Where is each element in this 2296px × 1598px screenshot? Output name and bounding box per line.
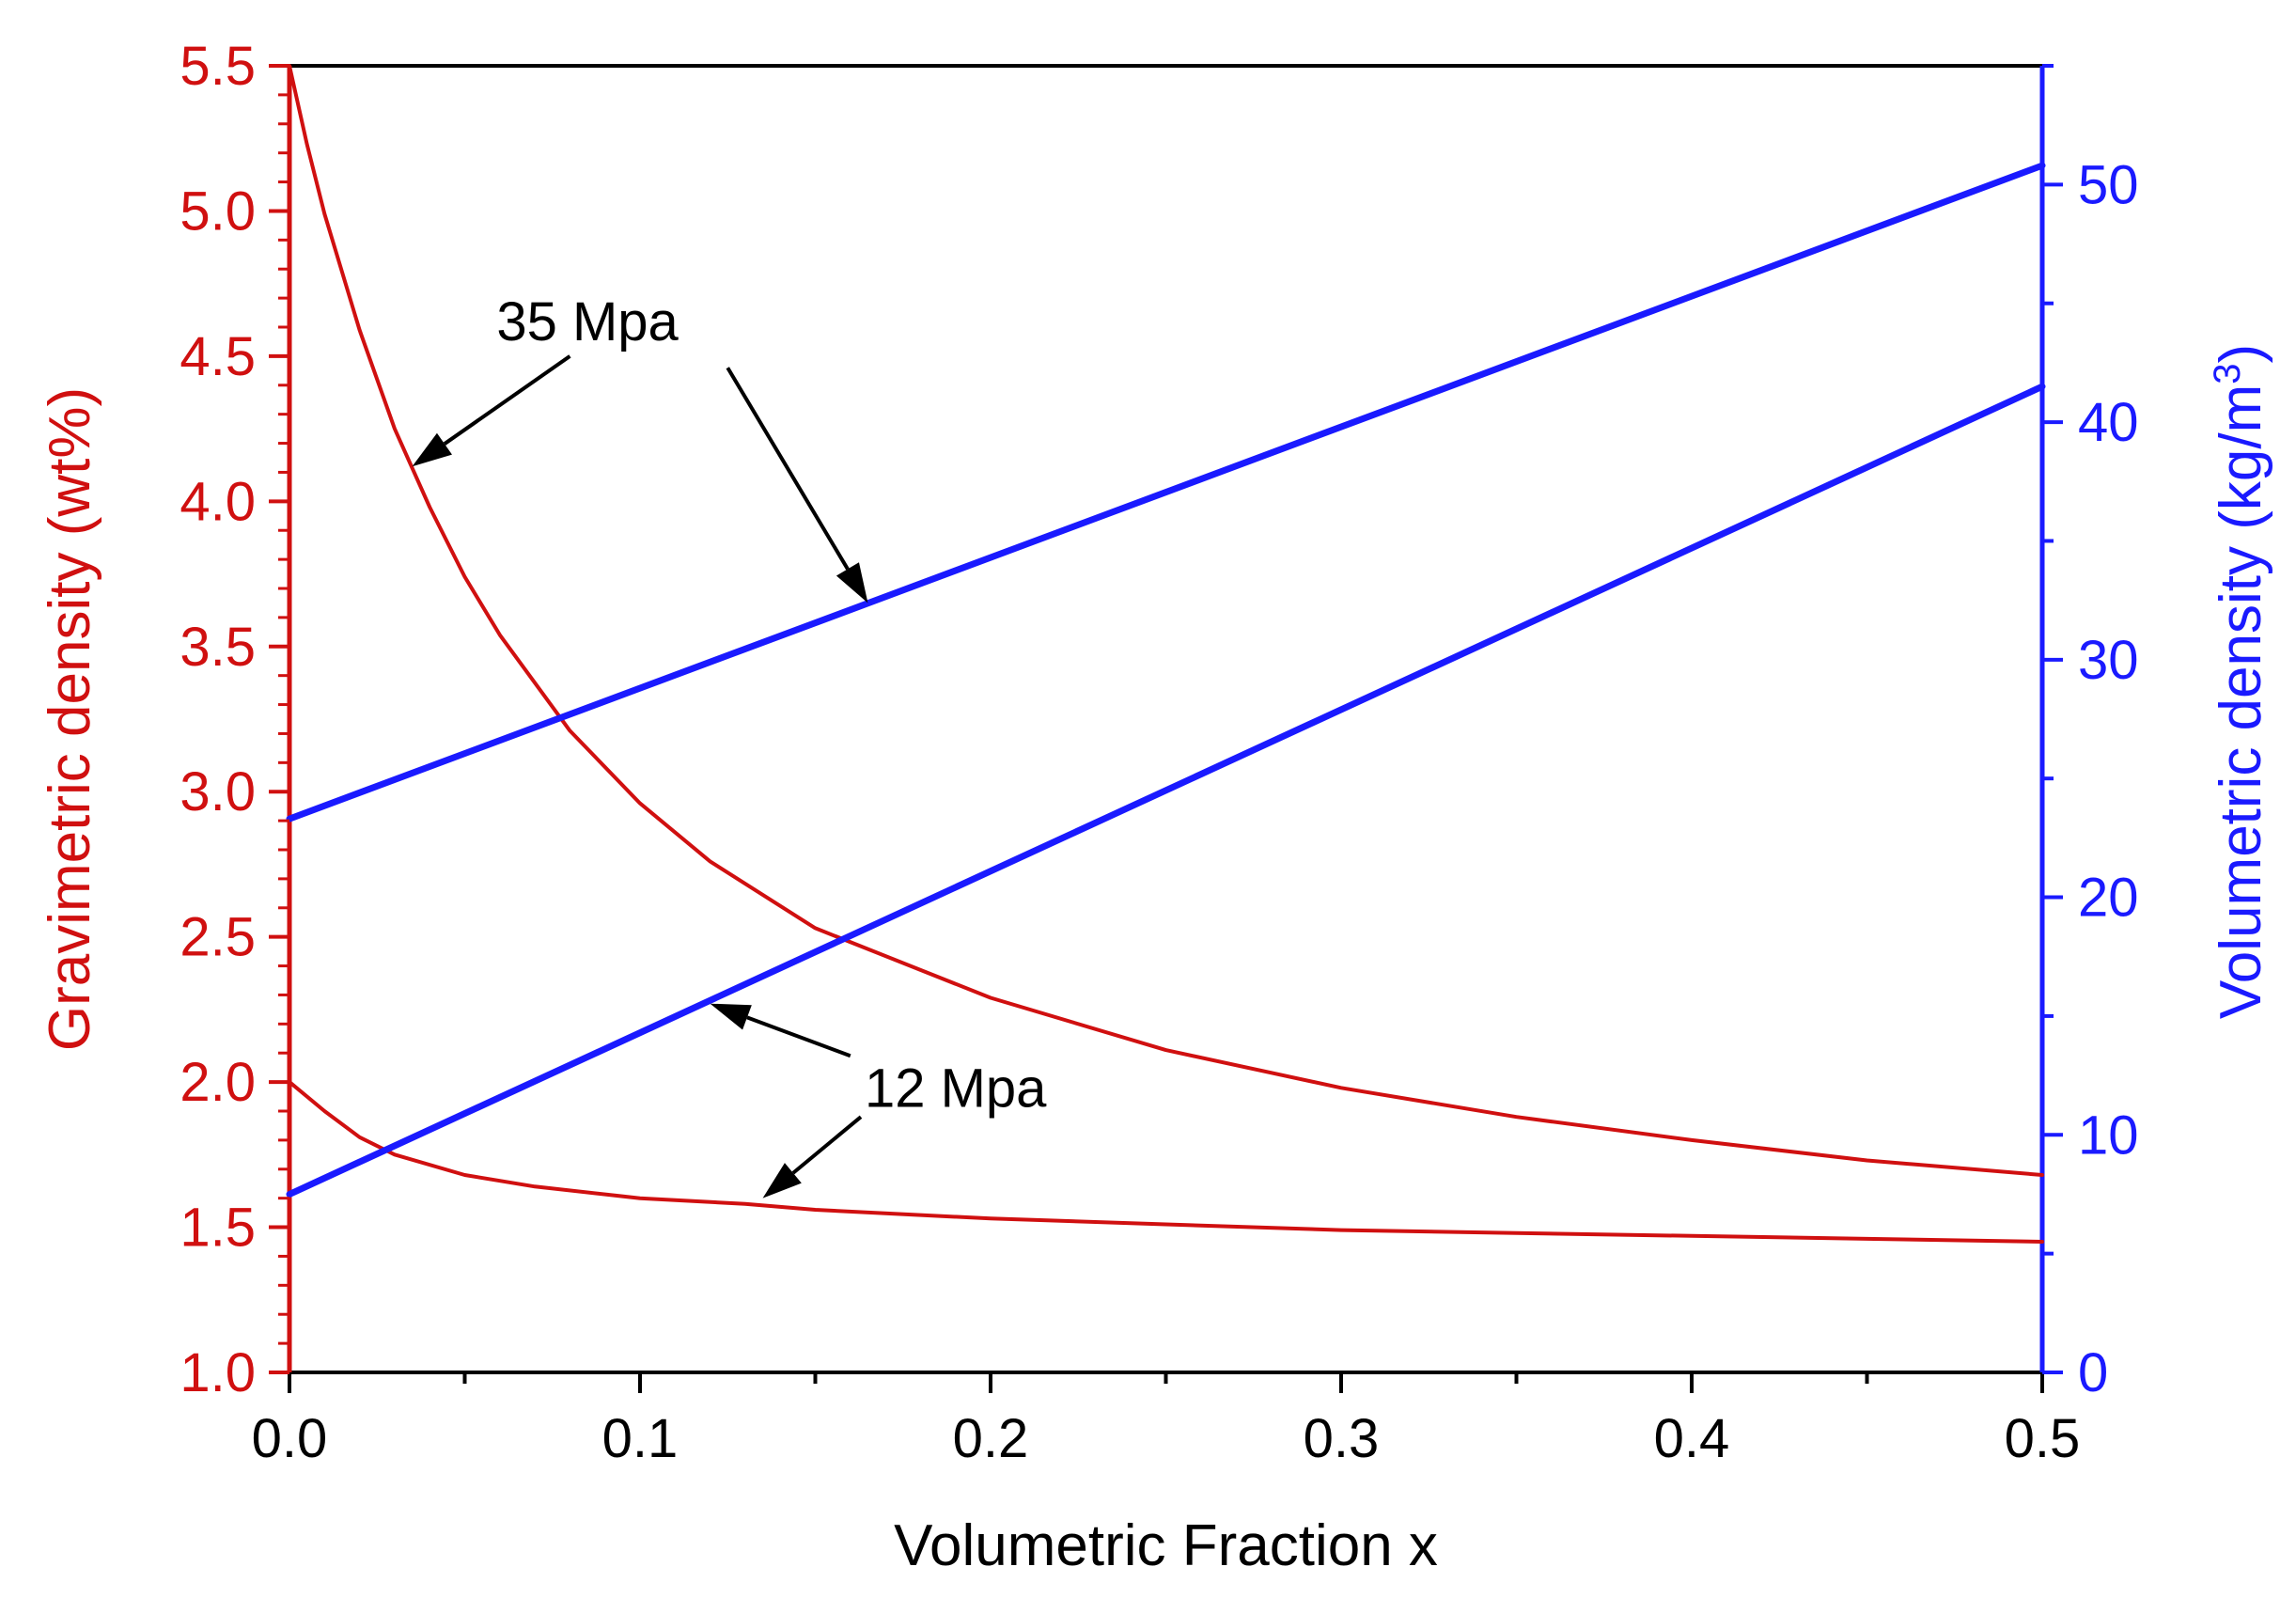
arrow-12-volumetric-head	[710, 1003, 752, 1030]
arrow-12-gravimetric-head	[762, 1163, 802, 1198]
x-tick-label: 0.1	[602, 1408, 679, 1469]
right-y-axis-title: Volumetric density (kg/m3)	[2207, 344, 2273, 1019]
right-y-tick-label: 30	[2078, 630, 2139, 691]
left-y-axis-title: Gravimetric density (wt%)	[38, 387, 102, 1051]
arrow-35-volumetric-head	[836, 562, 868, 603]
axis-ticks	[269, 64, 2063, 1393]
x-tick-label: 0.4	[1654, 1408, 1730, 1469]
left-y-tick-label: 3.5	[180, 617, 256, 678]
left-y-tick-label: 1.5	[180, 1198, 256, 1259]
x-tick-label: 0.5	[2005, 1408, 2081, 1469]
annotation-35-mpa: 35 Mpa	[496, 291, 679, 352]
arrow-35-gravimetric-head	[412, 432, 452, 467]
left-y-tick-label: 4.5	[180, 326, 256, 387]
x-axis-title: Volumetric Fraction x	[894, 1513, 1438, 1578]
left-y-tick-label: 2.5	[180, 907, 256, 968]
right-y-tick-label: 40	[2078, 392, 2139, 453]
left-y-tick-label: 1.0	[180, 1342, 256, 1403]
x-tick-label: 0.3	[1304, 1408, 1380, 1469]
annotation-12-mpa: 12 Mpa	[865, 1058, 1047, 1119]
right-y-axis-title-suffix: )	[2209, 344, 2273, 364]
series-group	[286, 64, 2046, 1244]
right-y-tick-label: 50	[2078, 154, 2139, 215]
series-line-2	[286, 162, 2046, 822]
series-line-0	[288, 64, 2044, 1177]
series-line-1	[288, 1080, 2044, 1244]
right-y-axis-title-main: Volumetric density (kg/m	[2209, 384, 2273, 1019]
x-tick-label: 0.2	[953, 1408, 1029, 1469]
right-y-tick-label: 20	[2078, 868, 2139, 929]
right-y-tick-label: 10	[2078, 1104, 2139, 1166]
right-y-tick-label: 0	[2078, 1342, 2108, 1403]
arrow-12-gravimetric-shaft	[791, 1115, 863, 1175]
left-y-tick-label: 4.0	[180, 471, 256, 532]
series-line-3	[286, 383, 2046, 1198]
arrow-35-volumetric-shaft	[726, 367, 850, 571]
left-y-tick-label: 5.0	[180, 180, 256, 242]
axis-labels: 0.0 0.1 0.2 0.3 0.4 0.5 1.0 1.5 2.0 2.5 3.0 3.5 4.0 4…	[180, 36, 2138, 1469]
arrow-35-gravimetric-shaft	[443, 354, 571, 446]
left-y-tick-label: 2.0	[180, 1052, 256, 1113]
x-tick-label: 0.0	[252, 1408, 328, 1469]
left-y-tick-label: 3.0	[180, 761, 256, 822]
arrow-12-volumetric-shaft	[746, 1015, 851, 1058]
annotation-arrows	[412, 354, 868, 1198]
right-y-axis-title-superscript: 3	[2207, 364, 2248, 384]
plot-frame	[287, 64, 2045, 1374]
left-y-tick-label: 5.5	[180, 36, 256, 97]
